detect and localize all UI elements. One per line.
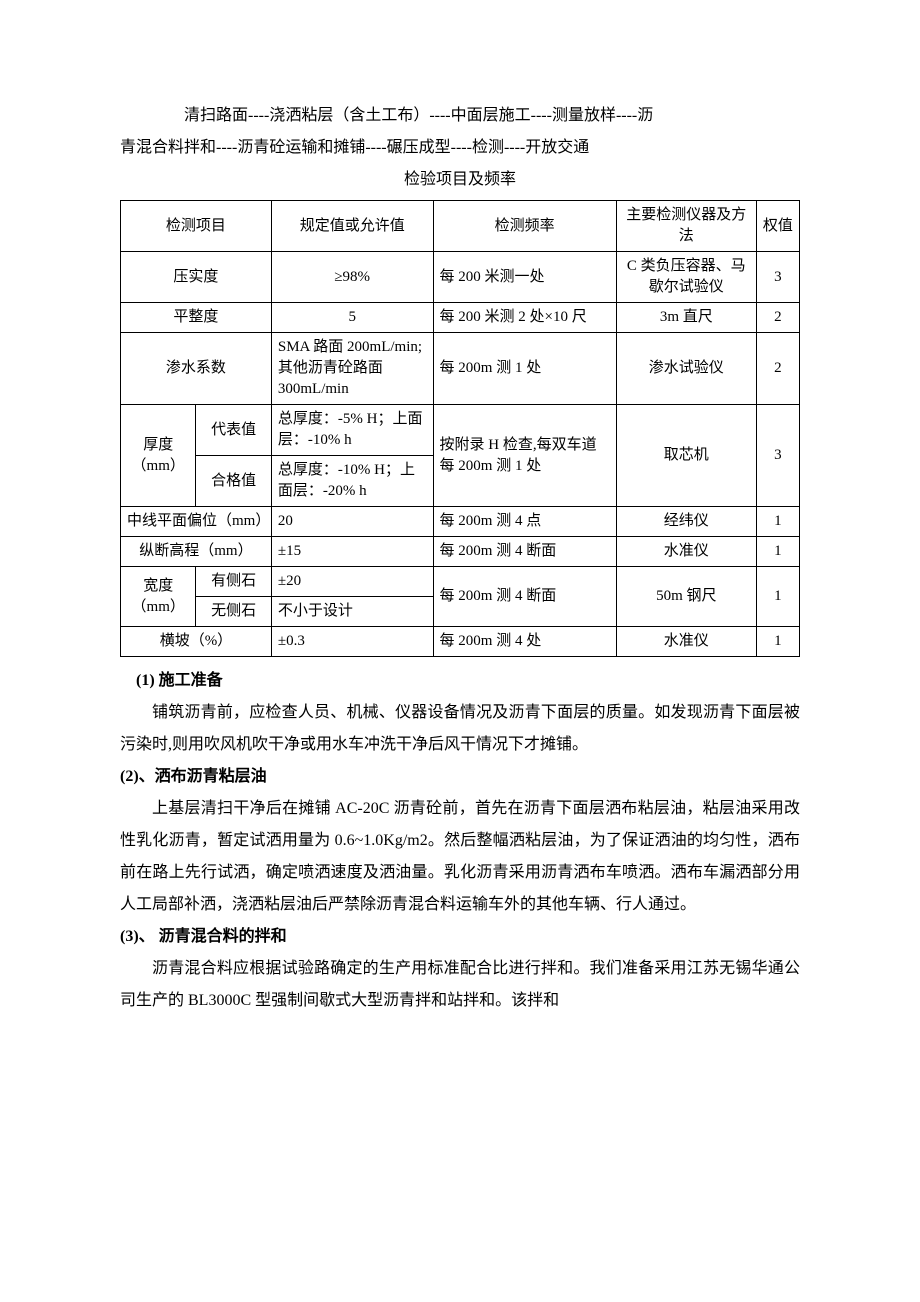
cell: 总厚度：-5% H；上面层：-10% h	[271, 405, 433, 456]
cell: SMA 路面 200mL/min;其他沥青砼路面 300mL/min	[271, 333, 433, 405]
section-body-1: 铺筑沥青前，应检查人员、机械、仪器设备情况及沥青下面层的质量。如发现沥青下面层被…	[120, 697, 800, 761]
cell: 平整度	[121, 303, 272, 333]
th-method: 主要检测仪器及方法	[616, 201, 756, 252]
cell: 50m 钢尺	[616, 567, 756, 627]
cell: 1	[756, 567, 799, 627]
cell: 按附录 H 检查,每双车道每 200m 测 1 处	[433, 405, 616, 507]
cell: 每 200 米测 2 处×10 尺	[433, 303, 616, 333]
cell: 横坡（%）	[121, 627, 272, 657]
cell: 代表值	[196, 405, 271, 456]
cell: 每 200m 测 4 处	[433, 627, 616, 657]
cell: 2	[756, 333, 799, 405]
intro-line-2: 青混合料拌和----沥青砼运输和摊铺----碾压成型----检测----开放交通	[120, 132, 800, 164]
cell: 水准仪	[616, 627, 756, 657]
th-spec: 规定值或允许值	[271, 201, 433, 252]
cell: 3	[756, 405, 799, 507]
table-row: 厚度（mm） 代表值 总厚度：-5% H；上面层：-10% h 按附录 H 检查…	[121, 405, 800, 456]
document-page: 清扫路面----浇洒粘层（含土工布）----中面层施工----测量放样----沥…	[0, 0, 920, 1302]
cell: 1	[756, 507, 799, 537]
cell: 每 200m 测 1 处	[433, 333, 616, 405]
table-row: 平整度 5 每 200 米测 2 处×10 尺 3m 直尺 2	[121, 303, 800, 333]
cell: 中线平面偏位（mm）	[121, 507, 272, 537]
cell: 2	[756, 303, 799, 333]
cell: 不小于设计	[271, 597, 433, 627]
intro-line-1: 清扫路面----浇洒粘层（含土工布）----中面层施工----测量放样----沥	[120, 100, 800, 132]
th-freq: 检测频率	[433, 201, 616, 252]
cell: 1	[756, 627, 799, 657]
cell: ≥98%	[271, 252, 433, 303]
cell: ±15	[271, 537, 433, 567]
section-heading-3: (3)、 沥青混合料的拌和	[120, 921, 800, 953]
section-heading-2: (2)、洒布沥青粘层油	[120, 761, 800, 793]
th-weight: 权值	[756, 201, 799, 252]
table-row: 压实度 ≥98% 每 200 米测一处 C 类负压容器、马歇尔试验仪 3	[121, 252, 800, 303]
section-body-2: 上基层清扫干净后在摊铺 AC-20C 沥青砼前，首先在沥青下面层洒布粘层油，粘层…	[120, 793, 800, 921]
cell: 水准仪	[616, 537, 756, 567]
cell: 每 200m 测 4 断面	[433, 567, 616, 627]
cell: 有侧石	[196, 567, 271, 597]
table-row: 渗水系数 SMA 路面 200mL/min;其他沥青砼路面 300mL/min …	[121, 333, 800, 405]
cell: 每 200 米测一处	[433, 252, 616, 303]
table-row: 宽度（mm） 有侧石 ±20 每 200m 测 4 断面 50m 钢尺 1	[121, 567, 800, 597]
cell: 总厚度：-10% H；上面层：-20% h	[271, 456, 433, 507]
table-row: 横坡（%） ±0.3 每 200m 测 4 处 水准仪 1	[121, 627, 800, 657]
cell: 经纬仪	[616, 507, 756, 537]
cell: 合格值	[196, 456, 271, 507]
section-heading-1: (1) 施工准备	[120, 665, 800, 697]
cell: ±0.3	[271, 627, 433, 657]
table-row: 纵断高程（mm） ±15 每 200m 测 4 断面 水准仪 1	[121, 537, 800, 567]
cell: 纵断高程（mm）	[121, 537, 272, 567]
cell: 厚度（mm）	[121, 405, 196, 507]
cell: 1	[756, 537, 799, 567]
cell: 3m 直尺	[616, 303, 756, 333]
cell: 3	[756, 252, 799, 303]
cell: ±20	[271, 567, 433, 597]
table-header-row: 检测项目 规定值或允许值 检测频率 主要检测仪器及方法 权值	[121, 201, 800, 252]
cell: 取芯机	[616, 405, 756, 507]
cell: 5	[271, 303, 433, 333]
cell: 压实度	[121, 252, 272, 303]
cell: 渗水系数	[121, 333, 272, 405]
section-body-3: 沥青混合料应根据试验路确定的生产用标准配合比进行拌和。我们准备采用江苏无锡华通公…	[120, 953, 800, 1017]
cell: 每 200m 测 4 点	[433, 507, 616, 537]
th-item: 检测项目	[121, 201, 272, 252]
cell: 渗水试验仪	[616, 333, 756, 405]
cell: 20	[271, 507, 433, 537]
table-caption: 检验项目及频率	[120, 164, 800, 196]
table-row: 中线平面偏位（mm） 20 每 200m 测 4 点 经纬仪 1	[121, 507, 800, 537]
cell: 无侧石	[196, 597, 271, 627]
inspection-table: 检测项目 规定值或允许值 检测频率 主要检测仪器及方法 权值 压实度 ≥98% …	[120, 200, 800, 657]
cell: 宽度（mm）	[121, 567, 196, 627]
cell: 每 200m 测 4 断面	[433, 537, 616, 567]
cell: C 类负压容器、马歇尔试验仪	[616, 252, 756, 303]
